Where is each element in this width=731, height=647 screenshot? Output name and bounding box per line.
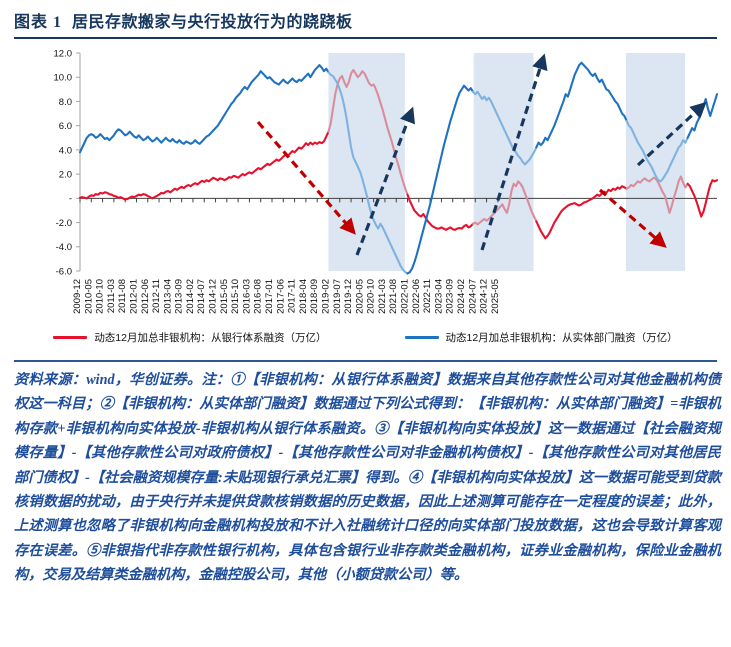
shaded-band-3 <box>625 53 686 271</box>
x-tick-label: 2024-07 <box>467 279 478 314</box>
x-tick-label: 2012-06 <box>140 279 151 314</box>
line-chart: 12.0 10.0 8.0 6.0 4.0 2.0 - -2.0 -4.0 -6.02009-12… <box>54 48 719 314</box>
header-divider <box>14 37 717 39</box>
legend-swatch-red <box>53 336 88 339</box>
series-segment <box>686 179 719 218</box>
y-tick-label: 12.0 <box>54 48 73 59</box>
x-tick-label: 2011-03 <box>106 279 117 313</box>
y-tick-label: - <box>69 194 72 205</box>
x-tick-label: 2014-12 <box>208 279 219 314</box>
x-tick-label: 2019-02 <box>321 279 332 314</box>
y-tick-label: -6.0 <box>56 266 72 277</box>
series-segment <box>471 90 538 166</box>
x-tick-label: 2013-09 <box>174 279 185 314</box>
arrow-red-down-1 <box>256 120 356 235</box>
x-tick-label: 2017-06 <box>275 279 286 314</box>
shaded-band-2 <box>473 53 534 271</box>
y-tick-label: -4.0 <box>56 242 72 253</box>
x-tick-label: 2013-04 <box>162 279 173 314</box>
legend-label-bank-funding: 动态12月加总非银机构：从银行体系融资（万亿） <box>94 332 327 344</box>
x-tick-label: 2020-05 <box>354 279 365 314</box>
series-segment <box>625 175 689 214</box>
series-segment <box>535 61 628 149</box>
y-tick-label: 10.0 <box>54 73 73 84</box>
x-tick-label: 2009-12 <box>72 279 83 314</box>
x-tick-label: 2019-07 <box>332 279 343 314</box>
chart-legend: 动态12月加总非银机构：从银行体系融资（万亿） 动态12月加总非银机构：从实体部… <box>0 330 731 345</box>
x-tick-label: 2012-11 <box>151 279 162 313</box>
x-tick-label: 2011-08 <box>117 279 128 313</box>
x-tick-label: 2023-04 <box>433 279 444 314</box>
x-tick-label: 2022-11 <box>422 279 433 313</box>
series-segment <box>327 71 409 275</box>
x-tick-label: 2014-07 <box>196 279 207 314</box>
figure-title-row: 图表 1 居民存款搬家与央行投放行为的跷跷板 <box>14 8 717 37</box>
x-tick-label: 2021-03 <box>377 279 388 314</box>
x-tick-label: 2021-08 <box>388 279 399 314</box>
x-tick-label: 2018-04 <box>298 279 309 314</box>
y-tick-label: -2.0 <box>56 218 72 229</box>
x-tick-label: 2022-06 <box>411 279 422 314</box>
y-tick-label: 6.0 <box>59 121 72 132</box>
x-tick-label: 2016-03 <box>241 279 252 314</box>
legend-item-real-sector-funding: 动态12月加总非银机构：从实体部门融资（万亿） <box>404 330 678 345</box>
chart-container: 12.0 10.0 8.0 6.0 4.0 2.0 - -2.0 -4.0 -6.0 2009-12… <box>0 38 731 368</box>
x-tick-label: 2024-12 <box>479 279 490 314</box>
x-tick-label: 2024-02 <box>456 279 467 314</box>
arrow-navy-up-2 <box>480 53 548 251</box>
arrow-navy-up-3 <box>636 101 707 167</box>
x-tick-label: 2019-12 <box>343 279 354 314</box>
arrow-red-down-2 <box>598 188 667 248</box>
x-tick-label: 2016-08 <box>253 279 264 314</box>
figure-number: 图表 1 <box>14 14 63 31</box>
series-segment <box>406 84 475 275</box>
x-tick-label: 2014-02 <box>185 279 196 314</box>
x-tick-label: 2022-01 <box>400 279 411 314</box>
x-tick-label: 2010-10 <box>95 279 106 314</box>
footnote-text: 资料来源：wind，华创证券。注：①【非银机构：从银行体系融资】数据来自其他存款… <box>14 372 721 584</box>
shaded-band-1 <box>328 53 405 271</box>
legend-swatch-blue <box>404 336 439 339</box>
legend-label-real-sector-funding: 动态12月加总非银机构：从实体部门融资（万亿） <box>445 332 678 344</box>
y-tick-label: 2.0 <box>59 170 72 181</box>
series-segment <box>78 64 330 154</box>
x-tick-label: 2015-10 <box>230 279 241 314</box>
x-tick-label: 2018-09 <box>309 279 320 314</box>
x-tick-label: 2020-10 <box>366 279 377 314</box>
y-tick-label: 4.0 <box>59 145 72 156</box>
legend-item-bank-funding: 动态12月加总非银机构：从银行体系融资（万亿） <box>53 330 327 345</box>
series-segment <box>535 185 628 240</box>
y-tick-label: 8.0 <box>59 97 72 108</box>
x-tick-label: 2025-05 <box>490 279 501 314</box>
series-segment <box>327 68 409 196</box>
x-tick-label: 2023-09 <box>445 279 456 314</box>
arrow-navy-up-1 <box>355 106 415 256</box>
x-tick-label: 2017-11 <box>287 279 298 313</box>
series-line-real-sector-funding <box>78 61 719 275</box>
x-tick-label: 2012-01 <box>129 279 140 314</box>
figure-header: 图表 1 居民存款搬家与央行投放行为的跷跷板 <box>14 8 717 39</box>
x-tick-label: 2017-01 <box>264 279 275 314</box>
series-segment <box>406 193 475 231</box>
series-segment <box>471 180 538 226</box>
x-tick-label: 2015-05 <box>219 279 230 314</box>
series-segment <box>625 119 689 183</box>
x-tick-label: 2010-05 <box>83 279 94 314</box>
series-segment <box>78 130 330 201</box>
page-title: 居民存款搬家与央行投放行为的跷跷板 <box>72 14 353 31</box>
footnote-divider <box>14 360 717 362</box>
